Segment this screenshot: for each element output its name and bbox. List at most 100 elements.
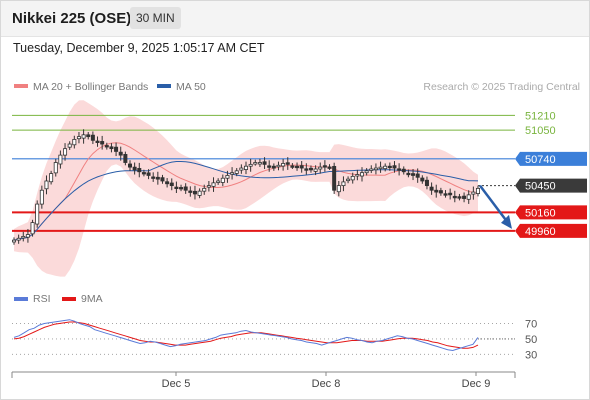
candle-body <box>104 145 109 148</box>
candle-body <box>183 186 188 191</box>
candle-body <box>443 193 448 196</box>
candle-body <box>304 168 309 171</box>
candle-body <box>257 162 262 165</box>
level-label: 51050 <box>525 125 556 137</box>
rsi-tick-label: 50 <box>525 334 537 346</box>
candle-body <box>216 180 221 183</box>
candle-body <box>58 154 63 165</box>
candle-body <box>53 162 58 174</box>
candle-body <box>160 177 165 182</box>
rsi-tick-label: 70 <box>525 319 537 331</box>
level-tag <box>515 178 587 193</box>
rsi-legend-swatch <box>14 297 28 301</box>
level-tag <box>515 223 587 238</box>
candle-body <box>346 178 351 182</box>
candle-body <box>137 168 142 173</box>
level-tag <box>515 205 587 220</box>
candle-body <box>206 185 211 188</box>
candle-body <box>271 165 276 169</box>
rsi-ma-line <box>13 321 479 349</box>
candle-body <box>341 181 346 187</box>
candle-body <box>192 190 197 195</box>
candle-body <box>281 163 286 167</box>
level-label: 50160 <box>525 207 556 219</box>
candle-body <box>11 239 16 243</box>
candle-body <box>387 165 392 169</box>
candle-body <box>81 134 86 139</box>
candle-body <box>234 170 239 174</box>
candle-body <box>378 166 383 170</box>
candle-body <box>165 181 170 185</box>
candle-body <box>100 141 105 145</box>
candle-body <box>72 139 77 146</box>
x-tick-label: Dec 5 <box>162 378 191 390</box>
legend-label: MA 20 + Bollinger Bands <box>33 81 148 93</box>
forecast-arrow <box>479 184 509 224</box>
candle-body <box>248 163 253 167</box>
legend-label: MA 50 <box>176 81 206 93</box>
candle-body <box>290 165 295 168</box>
candle-body <box>373 167 378 171</box>
candle-body <box>336 185 341 193</box>
candle-body <box>466 194 471 200</box>
level-label: 50740 <box>525 154 556 166</box>
candle-body <box>262 161 267 165</box>
candle-body <box>295 165 300 169</box>
candle-body <box>276 164 281 168</box>
candle-body <box>452 195 457 199</box>
candle-body <box>174 186 179 189</box>
candle-body <box>76 136 81 140</box>
candle-body <box>67 143 72 148</box>
candle-body <box>39 189 44 205</box>
candle-body <box>438 190 443 194</box>
candle-body <box>179 187 184 190</box>
candle-body <box>313 168 318 172</box>
candle-body <box>141 172 146 175</box>
candle-body <box>211 182 216 187</box>
forecast-arrowhead <box>501 214 512 229</box>
candle-body <box>230 172 235 175</box>
candle-body <box>267 165 272 168</box>
candle-body <box>132 166 137 171</box>
candle-body <box>49 173 54 183</box>
legend-swatch <box>14 84 28 88</box>
rsi-legend-swatch <box>62 297 76 301</box>
candle-body <box>109 146 114 150</box>
candle-body <box>114 146 119 152</box>
candle-body <box>86 134 91 138</box>
candle-body <box>188 190 193 193</box>
candle-body <box>197 190 202 196</box>
rsi-tick-label: 30 <box>525 349 537 361</box>
candle-body <box>327 166 332 169</box>
candle-body <box>90 134 95 141</box>
candle-body <box>30 222 35 235</box>
level-label: 49960 <box>525 226 556 238</box>
candle-body <box>350 175 355 181</box>
candle-body <box>392 165 397 169</box>
candle-body <box>225 175 230 179</box>
candle-body <box>429 186 434 191</box>
bollinger-band <box>14 100 478 277</box>
candle-body <box>16 237 21 241</box>
candle-body <box>401 168 406 173</box>
candle-body <box>322 165 327 168</box>
candle-body <box>202 187 207 192</box>
candle-body <box>63 148 68 156</box>
rsi-legend-label: RSI <box>33 293 51 305</box>
candle-body <box>308 167 313 171</box>
candle-body <box>169 182 174 187</box>
candle-body <box>424 179 429 187</box>
candle-body <box>415 173 420 178</box>
candle-body <box>397 168 402 171</box>
candle-body <box>406 172 411 176</box>
level-tag <box>515 151 587 166</box>
level-label: 51210 <box>525 110 556 122</box>
candle-body <box>411 173 416 176</box>
timeframe-badge[interactable]: 30 MIN <box>130 7 181 29</box>
candle-body <box>25 234 30 238</box>
candle-body <box>462 195 467 199</box>
candle-body <box>318 166 323 170</box>
candle-body <box>285 162 290 165</box>
candle-body <box>146 172 151 176</box>
